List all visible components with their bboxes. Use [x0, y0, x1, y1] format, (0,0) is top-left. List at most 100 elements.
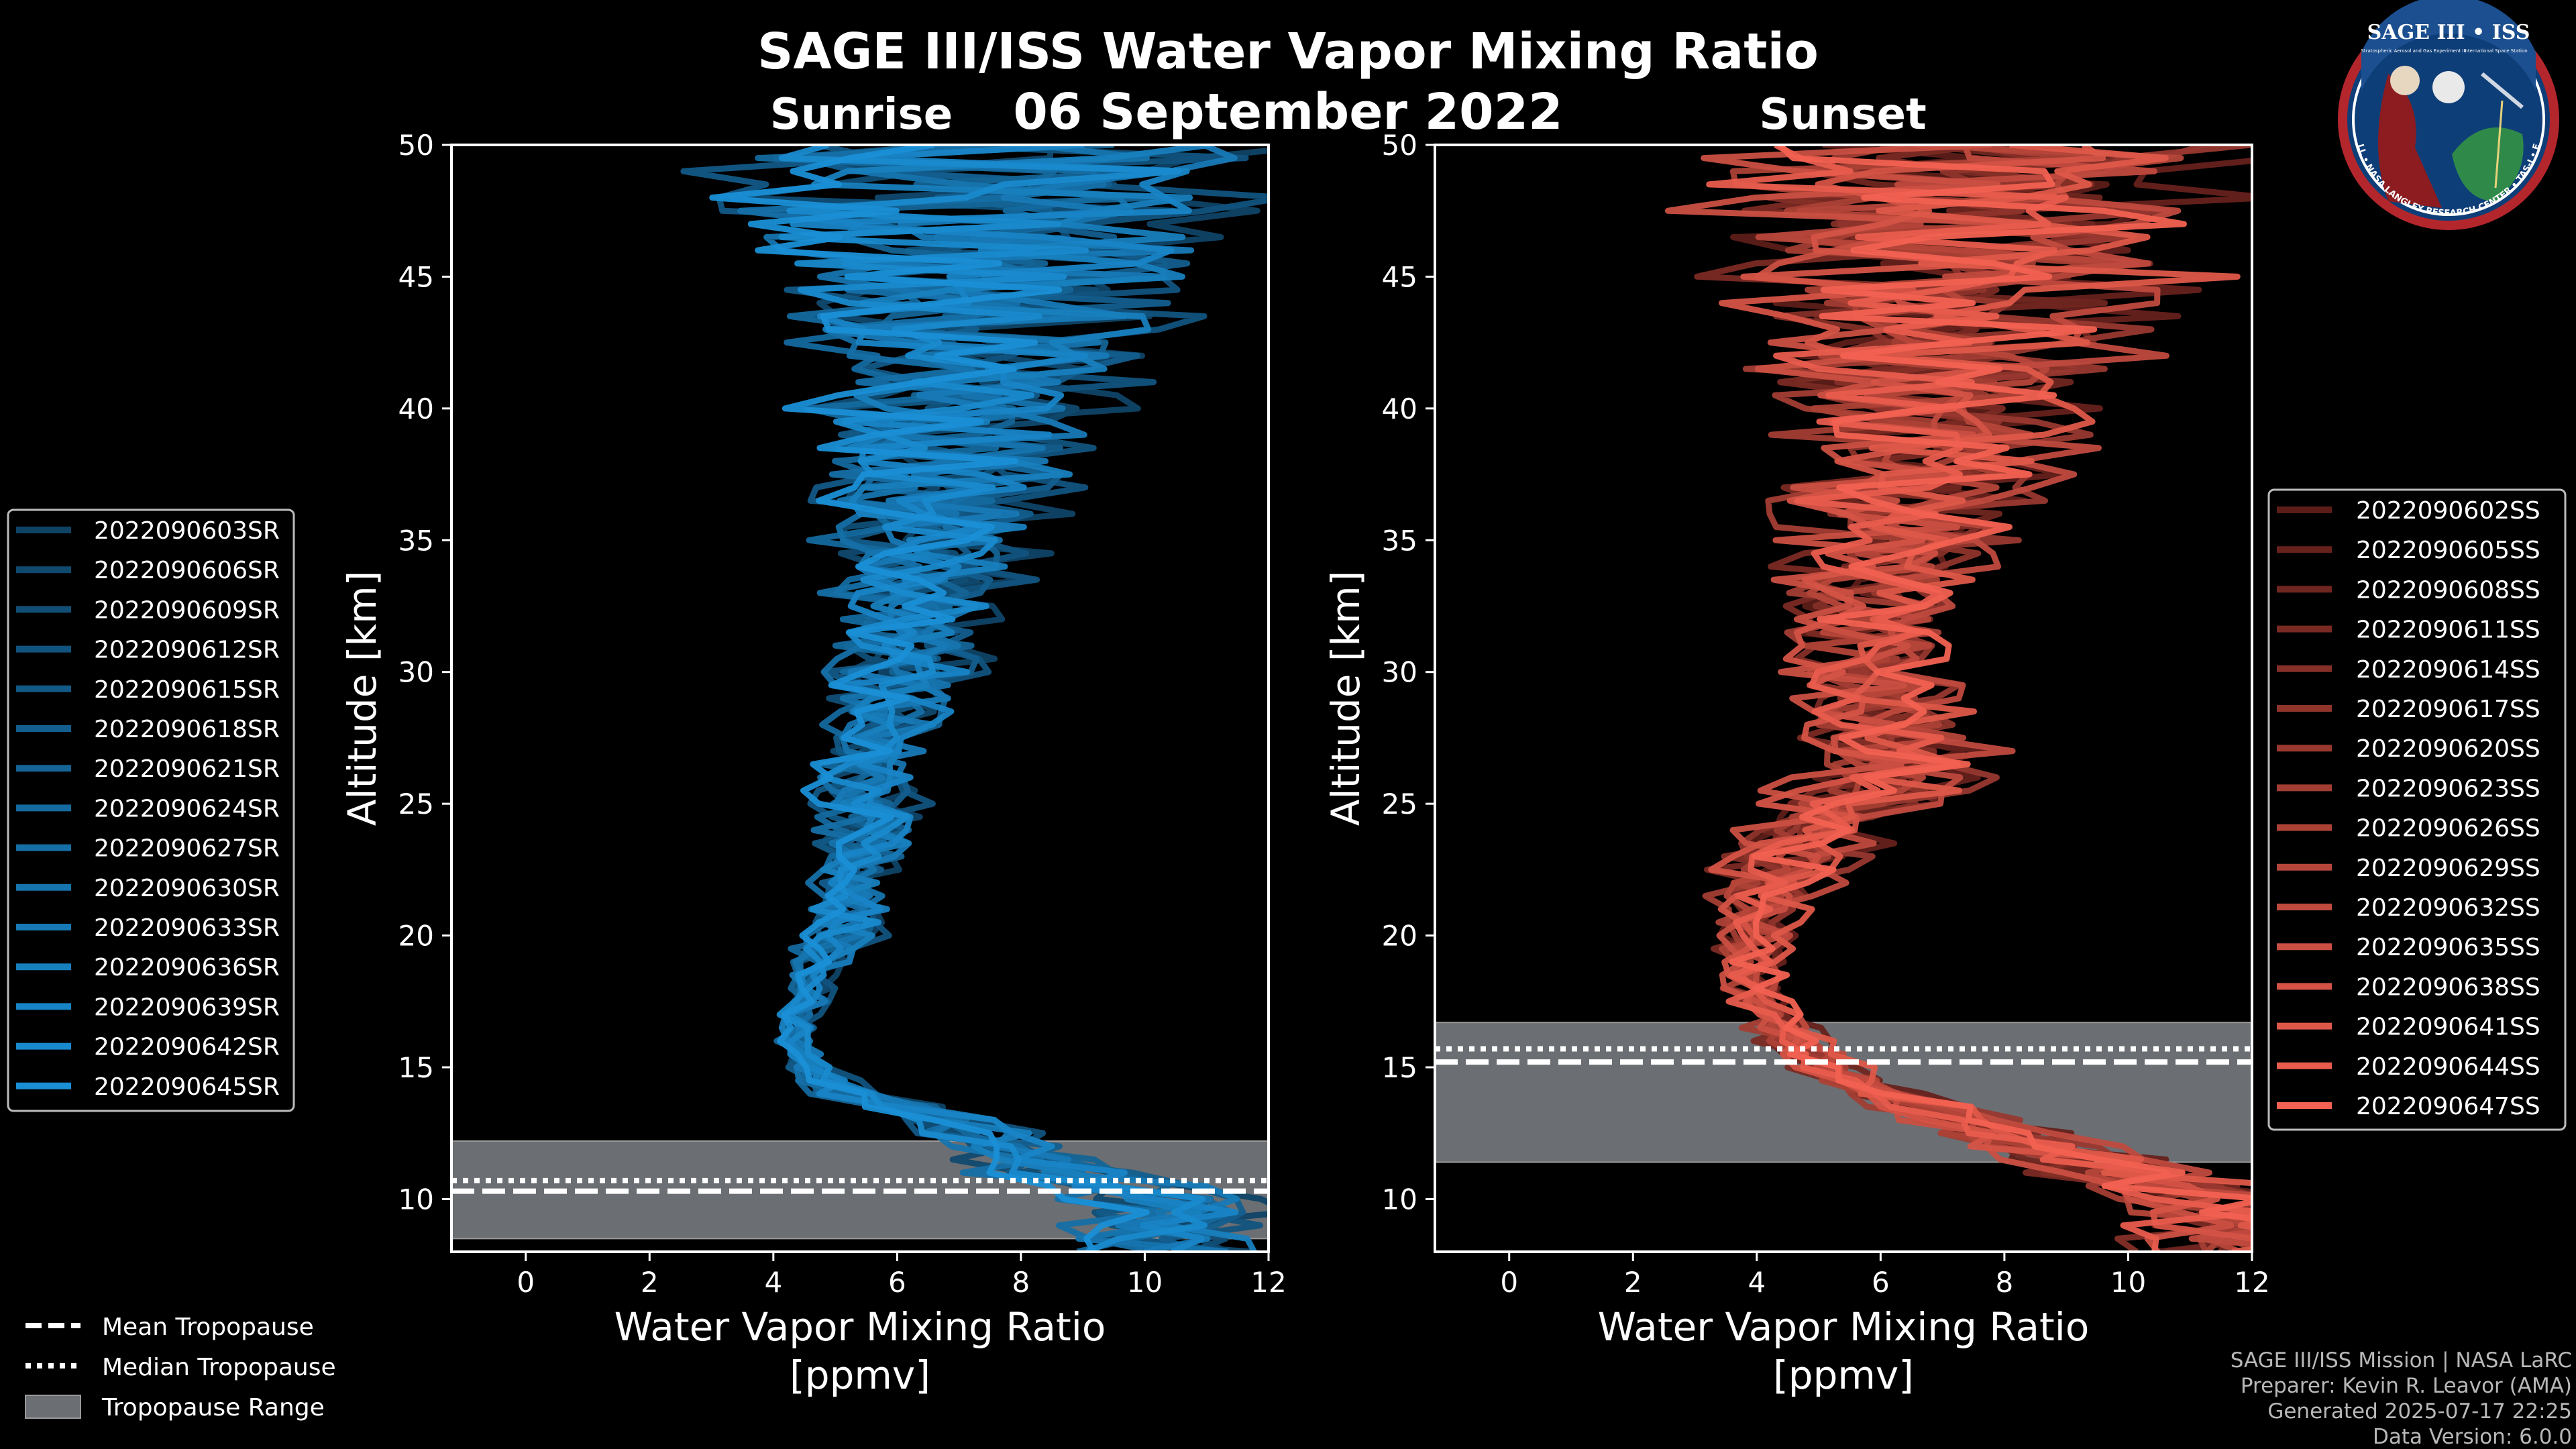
- legend-label-2022090614SS: 2022090614SS: [2356, 656, 2540, 684]
- legend-label-2022090624SR: 2022090624SR: [94, 795, 280, 822]
- legend-label-2022090632SS: 2022090632SS: [2356, 894, 2540, 922]
- legend-label-2022090609SR: 2022090609SR: [94, 596, 280, 624]
- x-tick-label: 6: [888, 1266, 906, 1299]
- x-tick-label: 2: [1624, 1266, 1642, 1299]
- credit-mission: SAGE III/ISS Mission | NASA LaRC: [2231, 1348, 2572, 1373]
- sunrise-legend-entries: 2022090603SR 2022090606SR 2022090609SR 2022…: [16, 517, 280, 1101]
- sunset-legend-box: [2267, 488, 2567, 1131]
- y-tick-label: 30: [398, 656, 434, 689]
- sunrise-panel-title: Sunrise: [770, 90, 953, 140]
- sunset-y-axis-label: Altitude [km]: [1323, 571, 1368, 826]
- tropopause-legend: Mean Tropopause Median Tropopause Tropop…: [25, 1313, 336, 1421]
- profile-line-2022090611SS: [1694, 145, 2236, 1252]
- x-tick-label: 12: [2234, 1266, 2269, 1299]
- y-tick-label: 40: [1382, 392, 1417, 425]
- legend-label-2022090635SS: 2022090635SS: [2356, 934, 2540, 961]
- sunrise-x-axis-label: Water Vapor Mixing Ratio: [614, 1304, 1106, 1350]
- y-tick-label: 10: [1382, 1183, 1417, 1216]
- legend-label-2022090615SR: 2022090615SR: [94, 676, 280, 704]
- credits-block: SAGE III/ISS Mission | NASA LaRC Prepare…: [2231, 1348, 2572, 1449]
- x-tick-label: 10: [2110, 1266, 2146, 1299]
- profile-line-2022090636SR: [778, 145, 1257, 1252]
- legend-label-2022090633SR: 2022090633SR: [94, 914, 280, 942]
- sunset-x-axis-label: Water Vapor Mixing Ratio: [1598, 1304, 2090, 1350]
- y-tick-label: 35: [1382, 524, 1417, 557]
- profile-line-2022090644SS: [1706, 145, 2252, 1252]
- x-tick-label: 6: [1872, 1266, 1890, 1299]
- mean-tropopause-label: Mean Tropopause: [102, 1313, 314, 1341]
- legend-label-2022090611SS: 2022090611SS: [2356, 616, 2540, 644]
- x-tick-label: 0: [517, 1266, 535, 1299]
- x-tick-label: 8: [1012, 1266, 1030, 1299]
- legend-label-2022090645SR: 2022090645SR: [94, 1073, 280, 1101]
- logo-beam: [2494, 100, 2504, 189]
- sunrise-legend-box: [7, 508, 295, 1112]
- y-tick-label: 50: [1382, 129, 1417, 162]
- legend-label-2022090612SR: 2022090612SR: [94, 637, 280, 664]
- sunset-legend: 2022090602SS 2022090605SS 2022090608SS 2022…: [2267, 488, 2567, 1131]
- y-tick-label: 50: [398, 129, 434, 162]
- y-tick-label: 45: [1382, 260, 1417, 293]
- legend-label-2022090602SS: 2022090602SS: [2356, 497, 2540, 525]
- profile-line-2022090642SR: [776, 145, 1208, 1252]
- profile-line-2022090645SR: [709, 145, 1150, 1252]
- profile-line-2022090647SS: [1729, 145, 2252, 1222]
- legend-label-2022090618SR: 2022090618SR: [94, 716, 280, 743]
- logo-figure-robe: [2378, 74, 2442, 208]
- legend-label-2022090623SS: 2022090623SS: [2356, 775, 2540, 802]
- legend-label-2022090608SS: 2022090608SS: [2356, 576, 2540, 604]
- y-tick-label: 25: [1382, 788, 1417, 820]
- legend-label-2022090617SS: 2022090617SS: [2356, 696, 2540, 723]
- y-tick-label: 20: [398, 920, 434, 953]
- chart-title: SAGE III/ISS Water Vapor Mixing Ratio: [757, 23, 1819, 80]
- legend-label-2022090630SR: 2022090630SR: [94, 875, 280, 902]
- x-tick-label: 2: [641, 1266, 659, 1299]
- x-tick-label: 4: [1748, 1266, 1766, 1299]
- logo-figure-head: [2390, 66, 2420, 95]
- tropopause-range-band: [1435, 1022, 2252, 1163]
- credit-data-version: Data Version: 6.0.0: [2373, 1425, 2572, 1449]
- sunrise-plot-panel: 0 2 4 6 8 10 12 10 15 20 25 30 35 40 45 50 Water Vapor …: [339, 129, 1287, 1398]
- y-tick-label: 15: [1382, 1051, 1417, 1084]
- legend-label-2022090603SR: 2022090603SR: [94, 517, 280, 545]
- sunset-plot-panel: 0 2 4 6 8 10 12 10 15 20 25 30 35 40 45 50 Water Vapor …: [1323, 129, 2270, 1398]
- legend-label-2022090644SS: 2022090644SS: [2356, 1053, 2540, 1081]
- legend-label-2022090647SS: 2022090647SS: [2356, 1093, 2540, 1120]
- y-tick-label: 20: [1382, 920, 1417, 953]
- legend-label-2022090621SR: 2022090621SR: [94, 755, 280, 783]
- sunrise-plot-area: [451, 145, 1269, 1252]
- x-tick-label: 4: [764, 1266, 782, 1299]
- sunrise-legend: 2022090603SR 2022090606SR 2022090609SR 2022…: [7, 508, 295, 1112]
- sunset-axis-ticks: 0 2 4 6 8 10 12 10 15 20 25 30 35 40 45 50: [1382, 129, 2270, 1299]
- x-tick-label: 10: [1127, 1266, 1163, 1299]
- y-tick-label: 10: [398, 1183, 434, 1216]
- median-tropopause-label: Median Tropopause: [102, 1354, 336, 1381]
- legend-label-2022090626SS: 2022090626SS: [2356, 815, 2540, 843]
- y-tick-label: 25: [398, 788, 434, 820]
- logo-banner: [2361, 0, 2536, 91]
- legend-label-2022090636SR: 2022090636SR: [94, 954, 280, 981]
- plot-clip-group: [451, 145, 1269, 1252]
- tropopause-range-label: Tropopause Range: [101, 1394, 325, 1421]
- y-tick-label: 30: [1382, 656, 1417, 689]
- sunset-axes-frame: [1434, 144, 2253, 1253]
- legend-label-2022090627SR: 2022090627SR: [94, 835, 280, 863]
- credit-generated: Generated 2025-07-17 22:25: [2267, 1399, 2572, 1424]
- chart-date: 06 September 2022: [1013, 83, 1562, 141]
- logo-subtitle-right: International Space Station: [2463, 48, 2527, 54]
- y-tick-label: 35: [398, 524, 434, 557]
- x-tick-label: 0: [1500, 1266, 1518, 1299]
- legend-label-2022090641SS: 2022090641SS: [2356, 1014, 2540, 1041]
- x-tick-label: 12: [1250, 1266, 1286, 1299]
- legend-label-2022090638SS: 2022090638SS: [2356, 973, 2540, 1001]
- y-tick-label: 40: [398, 392, 434, 425]
- sunrise-y-axis-label: Altitude [km]: [339, 571, 385, 826]
- tropopause-range-swatch: [25, 1395, 81, 1419]
- credit-preparer: Preparer: Kevin R. Leavor (AMA): [2241, 1374, 2572, 1398]
- x-tick-label: 8: [1996, 1266, 2014, 1299]
- legend-label-2022090606SR: 2022090606SR: [94, 557, 280, 584]
- sunrise-axes-frame: [450, 144, 1270, 1253]
- sunset-panel-title: Sunset: [1759, 90, 1926, 140]
